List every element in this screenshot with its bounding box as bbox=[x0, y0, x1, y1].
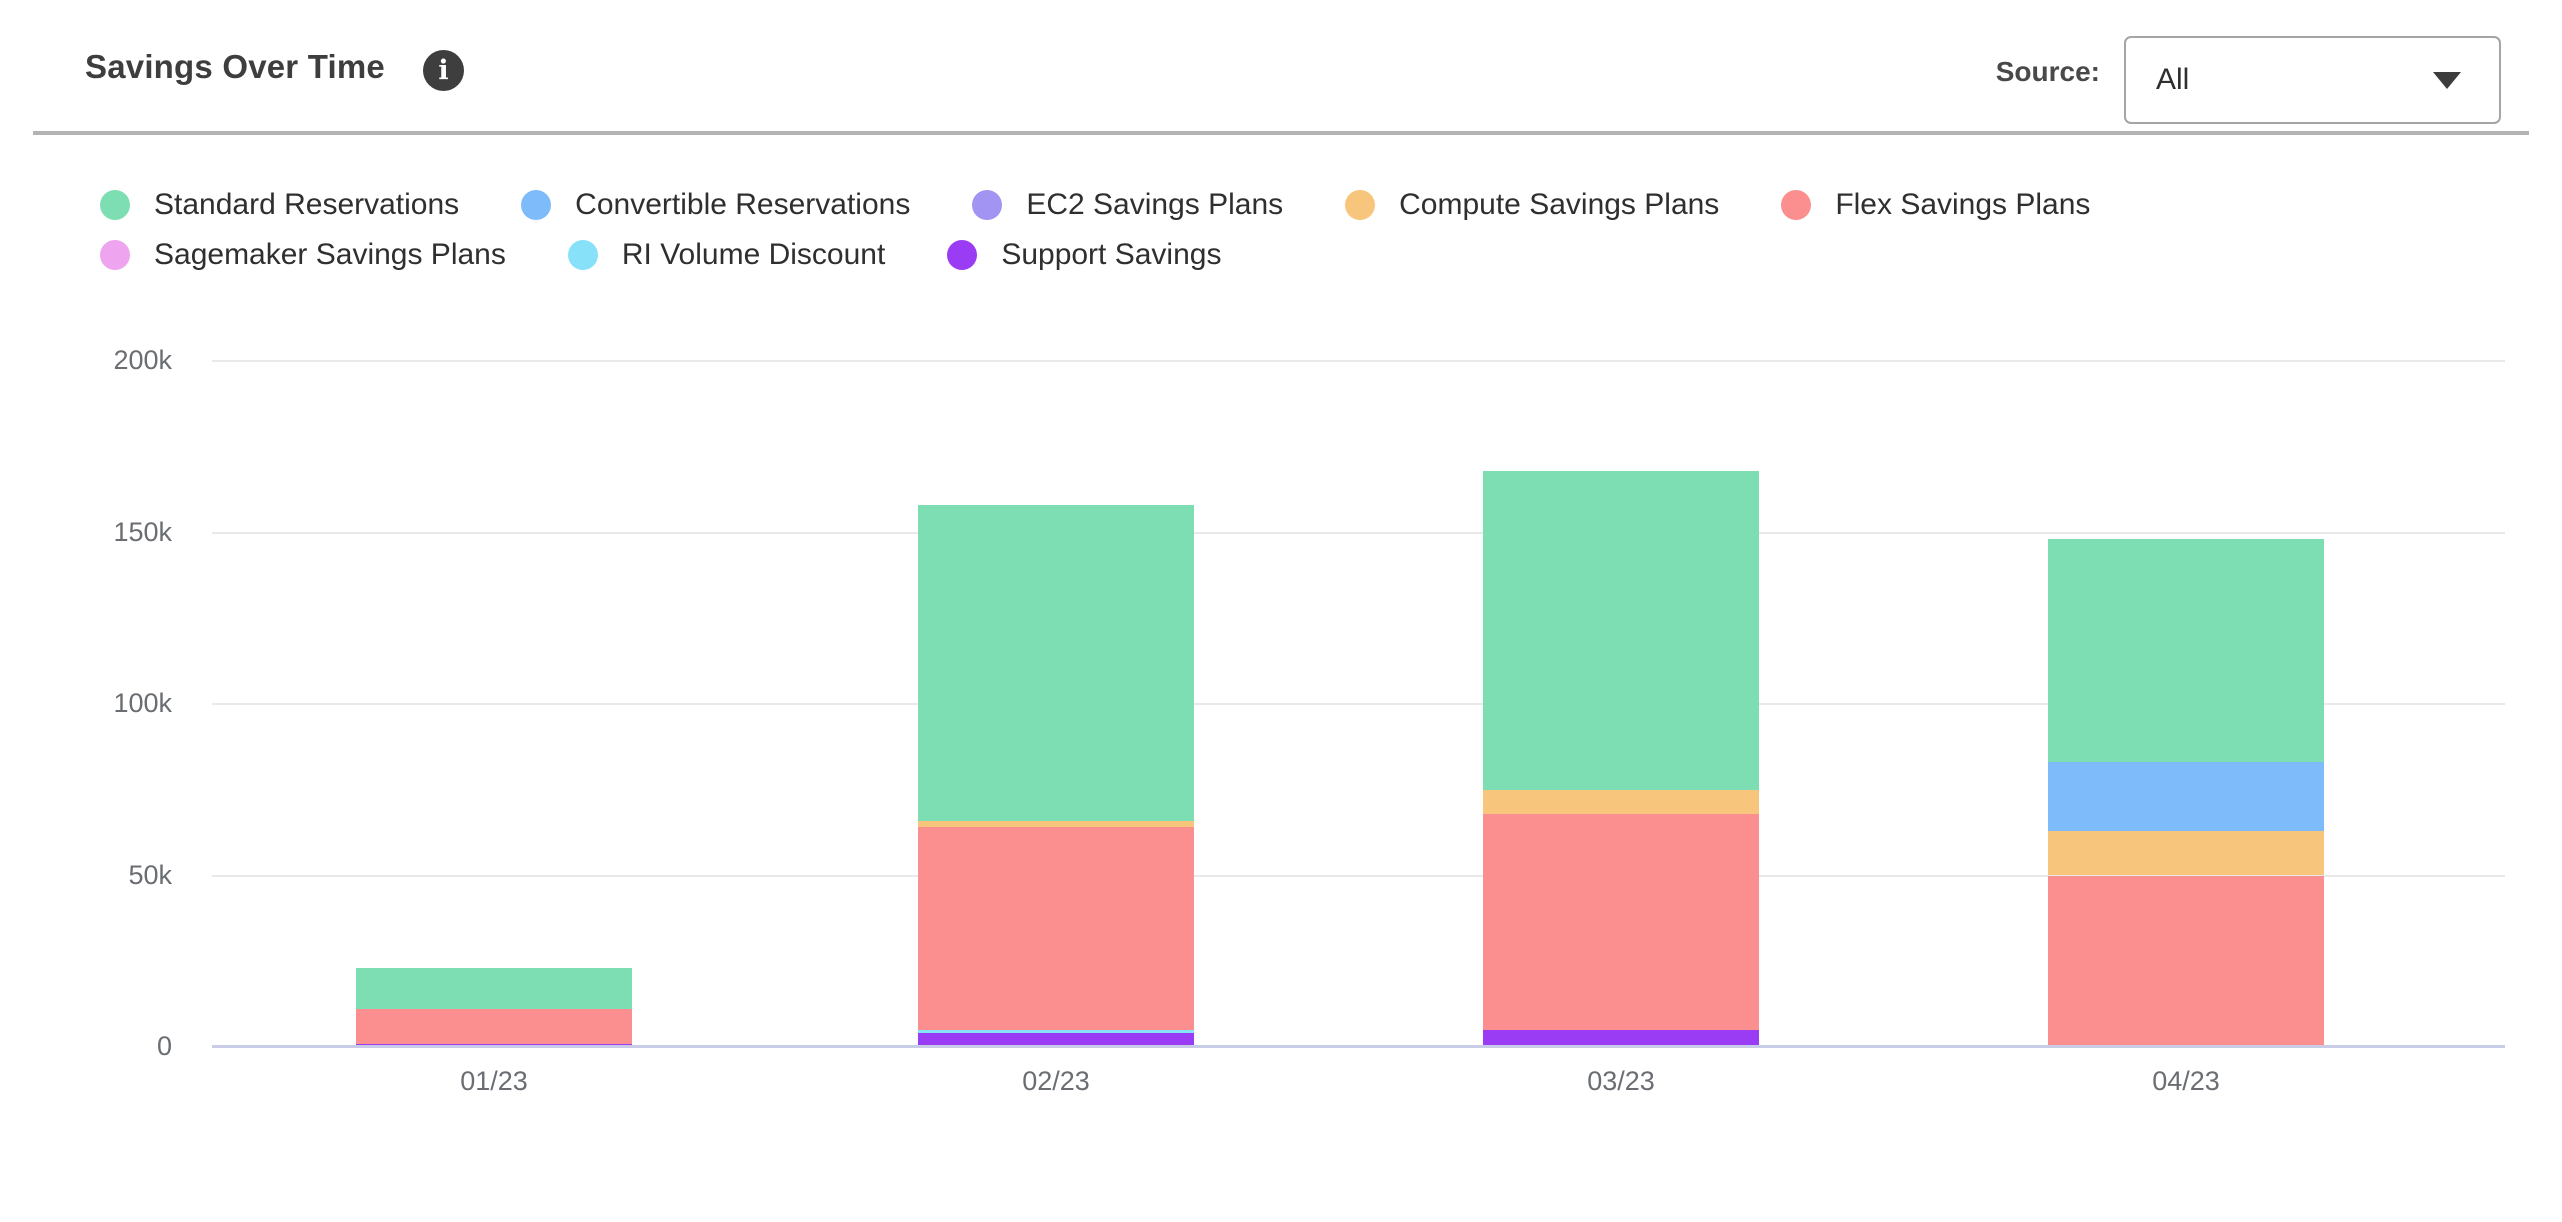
x-tick-label: 04/23 bbox=[2152, 1066, 2220, 1096]
legend-item[interactable]: Convertible Reservations bbox=[521, 188, 910, 222]
y-tick-label: 100k bbox=[113, 688, 172, 718]
legend-label: RI Volume Discount bbox=[621, 238, 886, 271]
gridline bbox=[212, 360, 2505, 362]
legend-label: Compute Savings Plans bbox=[1399, 188, 1720, 221]
bar-segment[interactable] bbox=[2048, 830, 2324, 876]
y-tick-label: 150k bbox=[113, 517, 172, 547]
page-title: Savings Over Time bbox=[85, 48, 385, 85]
y-tick-label: 200k bbox=[113, 345, 172, 375]
legend-label: Flex Savings Plans bbox=[1835, 188, 2091, 221]
x-tick-label: 01/23 bbox=[460, 1066, 528, 1096]
bar-segment[interactable] bbox=[356, 1009, 632, 1044]
legend-dot-icon bbox=[1345, 190, 1376, 220]
source-dropdown-value: All bbox=[2156, 63, 2190, 96]
x-axis-line bbox=[212, 1045, 2505, 1048]
bar-segment[interactable] bbox=[1483, 789, 1759, 814]
x-tick-label: 02/23 bbox=[1022, 1066, 1090, 1096]
bar-segment[interactable] bbox=[918, 820, 1194, 828]
bar-segment[interactable] bbox=[918, 505, 1194, 821]
bar-segment[interactable] bbox=[2048, 539, 2324, 763]
x-tick-label: 03/23 bbox=[1587, 1066, 1655, 1096]
gridline bbox=[212, 532, 2505, 534]
bar-segment[interactable] bbox=[1483, 470, 1759, 790]
legend-dot-icon bbox=[567, 240, 598, 270]
legend-dot-icon bbox=[100, 190, 130, 220]
gridline bbox=[212, 703, 2505, 705]
bar-segment[interactable] bbox=[2048, 762, 2324, 831]
bar-segment[interactable] bbox=[1483, 1029, 1759, 1047]
legend-dot-icon bbox=[521, 190, 552, 220]
legend-item[interactable]: Sagemaker Savings Plans bbox=[100, 238, 506, 272]
legend-item[interactable]: Standard Reservations bbox=[100, 188, 459, 222]
legend-dot-icon bbox=[100, 240, 130, 270]
gridline bbox=[212, 875, 2505, 877]
source-label: Source: bbox=[1995, 56, 2100, 87]
legend-row: Sagemaker Savings Plans RI Volume Discoun… bbox=[100, 230, 2090, 280]
y-tick-label: 50k bbox=[128, 860, 172, 890]
legend-label: Convertible Reservations bbox=[575, 188, 911, 221]
bar-segment[interactable] bbox=[918, 1029, 1194, 1034]
legend-dot-icon bbox=[1781, 190, 1812, 220]
bar-segment[interactable] bbox=[918, 1033, 1194, 1047]
bar-segment[interactable] bbox=[918, 827, 1194, 1030]
legend-item[interactable]: RI Volume Discount bbox=[567, 238, 886, 272]
legend-label: Support Savings bbox=[1001, 238, 1222, 271]
legend-label: Sagemaker Savings Plans bbox=[154, 238, 506, 271]
chevron-down-icon bbox=[2433, 72, 2461, 89]
bar-segment[interactable] bbox=[2048, 875, 2324, 1047]
legend-row: Standard Reservations Convertible Reserva… bbox=[100, 180, 2090, 230]
legend-label: EC2 Savings Plans bbox=[1026, 188, 1284, 221]
info-icon[interactable]: i bbox=[423, 50, 464, 91]
source-dropdown[interactable]: All bbox=[2124, 36, 2501, 124]
legend-item[interactable]: Compute Savings Plans bbox=[1345, 188, 1719, 222]
legend-dot-icon bbox=[947, 240, 978, 270]
legend-item[interactable]: Support Savings bbox=[947, 238, 1221, 272]
legend-dot-icon bbox=[972, 190, 1003, 220]
legend: Standard Reservations Convertible Reserva… bbox=[100, 180, 2090, 280]
bar-segment[interactable] bbox=[356, 968, 632, 1010]
legend-item[interactable]: Flex Savings Plans bbox=[1781, 188, 2090, 222]
bar-segment[interactable] bbox=[1483, 813, 1759, 1030]
legend-item[interactable]: EC2 Savings Plans bbox=[972, 188, 1283, 222]
y-tick-label: 0 bbox=[156, 1031, 172, 1061]
header-divider bbox=[33, 131, 2529, 135]
legend-label: Standard Reservations bbox=[154, 188, 460, 221]
